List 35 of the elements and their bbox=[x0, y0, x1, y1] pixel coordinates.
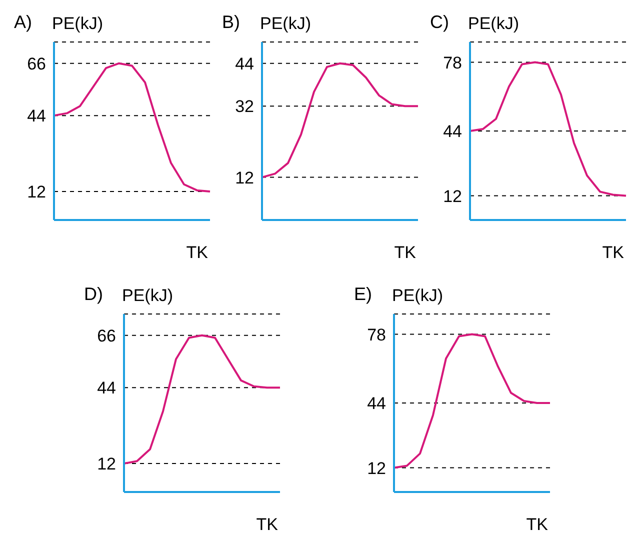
x-axis-title: TK bbox=[602, 243, 625, 262]
x-axis-title: TK bbox=[256, 515, 279, 534]
x-axis-title: TK bbox=[186, 243, 209, 262]
y-axis-title: PE(kJ) bbox=[468, 14, 519, 34]
y-tick-label: 78 bbox=[443, 53, 462, 72]
y-tick-label: 44 bbox=[235, 54, 254, 74]
y-tick-label: 44 bbox=[443, 122, 462, 142]
line-series bbox=[123, 334, 281, 465]
y-tick-label: 66 bbox=[97, 326, 116, 346]
y-tick-label: 12 bbox=[367, 458, 386, 478]
x-axis-title: TK bbox=[394, 243, 417, 262]
y-axis-title: PE(kJ) bbox=[52, 14, 103, 34]
line-series bbox=[53, 62, 211, 193]
y-tick-label: 66 bbox=[27, 54, 46, 74]
y-tick-label: 44 bbox=[367, 394, 386, 414]
chart-title: A) bbox=[14, 12, 32, 33]
y-tick-label: 44 bbox=[97, 378, 116, 398]
y-axis-title: PE(kJ) bbox=[260, 14, 311, 34]
y-tick-label: 44 bbox=[27, 106, 46, 126]
chart-title: D) bbox=[84, 284, 103, 305]
line-series bbox=[469, 61, 627, 197]
chart-title: E) bbox=[354, 284, 372, 305]
y-tick-label: 12 bbox=[97, 454, 116, 474]
y-tick-label: 12 bbox=[443, 186, 462, 206]
y-axis-title: PE(kJ) bbox=[392, 286, 443, 306]
line-series bbox=[261, 62, 419, 178]
y-tick-label: 78 bbox=[367, 325, 386, 344]
x-axis-title: TK bbox=[526, 515, 549, 534]
y-axis-title: PE(kJ) bbox=[122, 286, 173, 306]
chart-title: C) bbox=[430, 12, 449, 33]
line-series bbox=[393, 333, 551, 469]
y-tick-label: 12 bbox=[27, 182, 46, 202]
y-tick-label: 32 bbox=[235, 97, 254, 116]
y-tick-label: 12 bbox=[235, 168, 254, 188]
chart-title: B) bbox=[222, 12, 240, 33]
